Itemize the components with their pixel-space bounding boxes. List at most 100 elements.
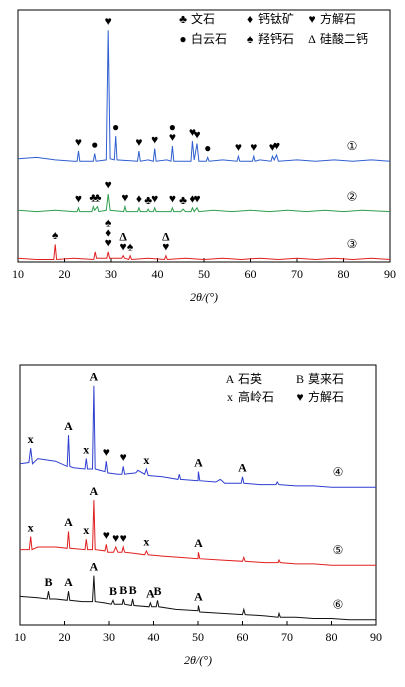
x-tick-label: 20 (59, 267, 71, 281)
legend-symbol: Δ (308, 32, 316, 46)
peak-marker: A (90, 484, 99, 498)
legend-label: 硅酸二钙 (320, 31, 368, 46)
peak-marker: ♥ (105, 14, 112, 28)
x-tick-label: 50 (192, 630, 204, 644)
series-label: ① (347, 139, 358, 153)
peak-marker: ♥ (151, 132, 158, 146)
peak-marker: ♥ (135, 135, 142, 149)
x-tick-label: 60 (237, 630, 249, 644)
peak-marker: ♥ (120, 450, 127, 464)
legend-label: 莫来石 (308, 372, 344, 386)
peak-marker: ♠ (52, 228, 59, 242)
legend-label: 方解石 (320, 11, 356, 26)
peak-marker: ♥ (193, 127, 200, 141)
legend-label: 方解石 (308, 389, 344, 404)
legend-label: 高岭石 (238, 389, 274, 404)
series-line (17, 30, 391, 162)
peak-marker: A (194, 536, 203, 550)
peak-marker: ♥ (189, 125, 196, 139)
peak-marker: ♣ (89, 190, 97, 204)
x-tick-label: 10 (12, 267, 24, 281)
peak-marker: ♣ (94, 190, 102, 204)
x-tick-label: 70 (281, 630, 293, 644)
peak-marker: ♦ (105, 226, 111, 240)
series-label: ② (347, 189, 358, 203)
x-tick-label: 90 (370, 630, 382, 644)
peak-marker: x (143, 535, 149, 549)
x-tick-label: 80 (338, 267, 350, 281)
series-line (19, 385, 376, 488)
x-tick-label: 90 (384, 267, 396, 281)
peak-marker: A (238, 461, 247, 475)
peak-marker: ♥ (121, 190, 128, 204)
legend-symbol: ♦ (247, 12, 253, 26)
x-tick-label: 30 (103, 630, 115, 644)
peak-marker: ● (91, 137, 98, 151)
series-line (17, 193, 391, 213)
peak-marker: A (64, 575, 73, 589)
peak-marker: x (143, 453, 149, 467)
legend-symbol: A (226, 372, 235, 386)
legend-label: 羟钙石 (258, 31, 294, 46)
peak-marker: A (64, 419, 73, 433)
peak-marker: ♣ (144, 193, 152, 207)
x-tick-label: 60 (245, 267, 257, 281)
peak-marker: B (119, 583, 127, 597)
peak-marker: ♠ (127, 239, 134, 253)
legend-symbol: B (296, 372, 304, 386)
peak-marker: ♥ (75, 135, 82, 149)
peak-marker: ♥ (75, 192, 82, 206)
peak-marker: B (44, 575, 52, 589)
legend-symbol: ♠ (247, 32, 254, 46)
legend-label: 钙钛矿 (258, 11, 294, 26)
peak-marker: ♥ (105, 178, 112, 192)
series-line (19, 575, 376, 621)
peak-marker: B (129, 583, 137, 597)
peak-marker: x (83, 442, 89, 456)
peak-marker: ♥ (193, 192, 200, 206)
peak-marker: ♦ (189, 192, 195, 206)
peak-marker: ♥ (235, 140, 242, 154)
x-tick-label: 50 (198, 267, 210, 281)
peak-marker: B (153, 584, 161, 598)
x-tick-label: 80 (326, 630, 338, 644)
peak-marker: x (83, 523, 89, 537)
peak-marker: ● (204, 141, 211, 155)
x-tick-label: 20 (59, 630, 71, 644)
series-label: ③ (347, 237, 358, 251)
x-axis-label: 2θ/(°) (190, 290, 218, 304)
peak-marker: ● (169, 120, 176, 134)
peak-marker: ● (112, 120, 119, 134)
peak-marker: x (28, 432, 34, 446)
x-tick-label: 40 (148, 630, 160, 644)
x-tick-label: 70 (291, 267, 303, 281)
peak-marker: Δ (119, 229, 127, 243)
series-label: ⑥ (333, 598, 344, 612)
peak-marker: ♠ (105, 216, 112, 230)
x-tick-label: 30 (105, 267, 117, 281)
peak-marker: ♥ (120, 531, 127, 545)
peak-marker: A (194, 589, 203, 603)
legend-symbol: ● (179, 32, 186, 46)
peak-marker: ♥ (169, 192, 176, 206)
peak-marker: Δ (162, 229, 170, 243)
legend-symbol: ♥ (296, 390, 303, 404)
series-label: ⑤ (333, 543, 344, 557)
x-axis-label: 2θ/(°) (184, 653, 212, 667)
peak-marker: ♥ (151, 192, 158, 206)
peak-marker: x (28, 520, 34, 534)
plot-frame (17, 9, 391, 263)
legend-symbol: ♣ (179, 12, 187, 26)
plot-frame (19, 364, 377, 626)
x-tick-label: 40 (152, 267, 164, 281)
peak-marker: A (90, 370, 99, 384)
peak-marker: ♥ (103, 528, 110, 542)
series-line (17, 244, 391, 261)
chart-panel: 10 20 30 40 50 60 70 80 90 2θ/(°) ♣ 文石 ♦ 钙钛矿 ♥ 方解石 ● 白云石 ♠… (12, 9, 396, 304)
peak-marker: A (64, 515, 73, 529)
legend-label: 文石 (191, 11, 215, 26)
peak-marker: ♥ (269, 140, 276, 154)
peak-marker: ♥ (273, 139, 280, 153)
peak-marker: ♥ (250, 140, 257, 154)
